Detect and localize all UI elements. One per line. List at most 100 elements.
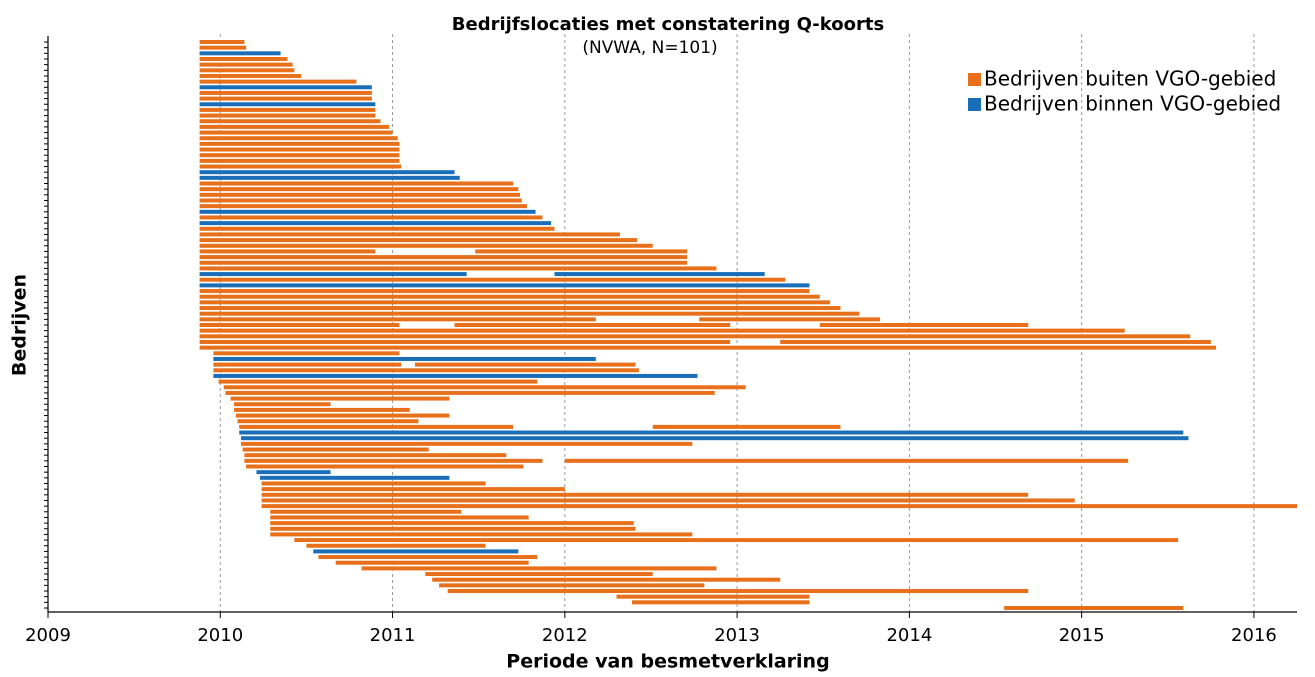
bar: [199, 170, 455, 175]
bar: [318, 555, 538, 560]
bar: [237, 419, 419, 424]
bar: [242, 447, 429, 452]
bar: [199, 124, 390, 129]
bar: [270, 532, 693, 537]
bar: [616, 594, 810, 599]
bar: [234, 402, 331, 407]
bar: [199, 306, 841, 311]
legend-swatch: [968, 73, 981, 86]
bar: [239, 424, 514, 429]
bar: [199, 96, 372, 101]
bar: [313, 549, 519, 554]
bar: [230, 396, 450, 401]
bar: [270, 521, 634, 526]
bar: [432, 577, 781, 582]
x-tick-label: 2009: [25, 625, 71, 646]
bar: [306, 543, 486, 548]
bar: [239, 430, 1184, 435]
bar: [270, 526, 636, 531]
bar: [199, 260, 688, 265]
bar: [199, 266, 717, 271]
bar: [199, 136, 398, 141]
bar: [199, 79, 357, 84]
bar: [294, 538, 1179, 543]
bar: [199, 158, 400, 163]
bar: [439, 583, 705, 588]
bar: [199, 255, 688, 260]
bar: [199, 45, 247, 50]
bar: [199, 73, 302, 78]
bar: [199, 300, 831, 305]
bar: [213, 373, 698, 378]
bar: [199, 238, 638, 243]
bar: [1004, 606, 1184, 610]
bar: [199, 130, 393, 135]
bar: [199, 192, 521, 197]
bar: [199, 221, 552, 226]
bar: [199, 40, 245, 44]
bar: [256, 470, 331, 475]
bar: [199, 164, 402, 169]
bar: [246, 464, 524, 469]
bar: [335, 560, 529, 565]
bar: [223, 385, 746, 390]
bar: [199, 334, 1191, 339]
bar: [218, 379, 538, 384]
bar: [199, 90, 372, 95]
bar: [425, 572, 653, 577]
bar: [234, 407, 410, 412]
bar: [199, 226, 555, 231]
bar: [699, 317, 881, 322]
bar: [199, 119, 381, 124]
bar: [261, 487, 565, 492]
x-tick-label: 2012: [542, 625, 588, 646]
bar: [199, 294, 820, 299]
y-axis-label: Bedrijven: [9, 274, 31, 376]
x-tick-label: 2013: [714, 625, 760, 646]
bar: [652, 424, 841, 429]
bar: [199, 232, 620, 237]
bar: [199, 141, 400, 146]
bar: [199, 272, 467, 277]
bar: [780, 339, 1211, 344]
bar: [447, 589, 1029, 594]
bar: [454, 323, 731, 327]
bar: [261, 481, 486, 486]
bar: [361, 566, 717, 571]
bar: [213, 368, 639, 373]
legend-label: Bedrijven buiten VGO-gebied: [984, 67, 1276, 91]
bar: [244, 453, 507, 458]
bar: [199, 339, 731, 344]
bar: [199, 289, 810, 294]
bar: [213, 351, 400, 356]
bar: [199, 277, 786, 282]
bar: [199, 209, 536, 214]
bar: [261, 492, 1029, 497]
bar: [414, 362, 636, 367]
x-tick-label: 2010: [197, 625, 243, 646]
bar: [819, 323, 1029, 327]
bar: [270, 515, 529, 520]
bar: [199, 85, 372, 90]
bar: [199, 62, 293, 67]
bar: [199, 328, 1125, 333]
bar: [199, 198, 522, 203]
bar: [240, 436, 1189, 441]
bar: [259, 475, 450, 480]
bar: [199, 56, 288, 61]
bar: [199, 51, 281, 56]
bar: [199, 215, 543, 220]
x-tick-label: 2014: [886, 625, 932, 646]
bar: [261, 498, 1075, 503]
x-tick-label: 2011: [370, 625, 416, 646]
bar: [199, 107, 376, 112]
bar: [261, 504, 1297, 509]
bar: [199, 175, 460, 180]
bar: [244, 458, 543, 463]
bar: [564, 458, 1129, 463]
bar: [199, 153, 400, 158]
bar: [199, 204, 527, 209]
x-tick-label: 2016: [1231, 625, 1277, 646]
bar: [199, 345, 1217, 350]
